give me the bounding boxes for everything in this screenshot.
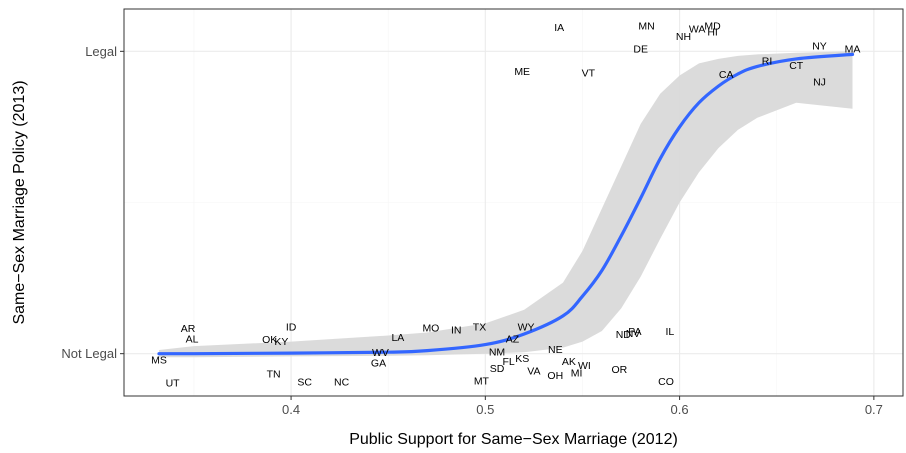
y-axis-title: Same−Sex Marriage Policy (2013) bbox=[11, 80, 28, 324]
state-label-ia: IA bbox=[554, 22, 564, 34]
state-label-mn: MN bbox=[638, 21, 654, 33]
state-label-co: CO bbox=[658, 376, 674, 388]
y-axis-ticks: Not Legal Legal bbox=[61, 44, 124, 361]
state-label-il: IL bbox=[666, 326, 675, 338]
state-label-tx: TX bbox=[473, 322, 486, 334]
state-label-ms: MS bbox=[151, 355, 167, 367]
state-label-ma: MA bbox=[845, 43, 861, 55]
state-label-az: AZ bbox=[506, 334, 520, 346]
state-label-wi: WI bbox=[578, 360, 591, 372]
state-label-me: ME bbox=[514, 66, 530, 78]
state-label-nc: NC bbox=[334, 377, 350, 389]
state-label-mo: MO bbox=[422, 322, 439, 334]
x-tick-label: 0.4 bbox=[282, 402, 300, 417]
state-label-wv: WV bbox=[372, 347, 389, 359]
state-label-ct: CT bbox=[789, 60, 804, 72]
state-label-ca: CA bbox=[719, 69, 734, 81]
state-label-tn: TN bbox=[267, 368, 281, 380]
state-label-mi: MI bbox=[571, 367, 583, 379]
state-label-ne: NE bbox=[548, 344, 563, 356]
state-label-hi: HI bbox=[707, 27, 718, 39]
panel-border bbox=[123, 8, 904, 397]
state-label-md: MD bbox=[704, 21, 721, 33]
state-label-fl: FL bbox=[502, 356, 514, 368]
state-label-al: AL bbox=[186, 334, 199, 346]
state-label-or: OR bbox=[612, 364, 628, 376]
state-label-ga: GA bbox=[371, 358, 386, 370]
x-axis-title: Public Support for Same−Sex Marriage (20… bbox=[349, 431, 678, 448]
state-label-sc: SC bbox=[297, 377, 312, 389]
x-tick-label: 0.5 bbox=[476, 402, 494, 417]
state-label-pa: PA bbox=[628, 326, 641, 338]
y-tick-label: Legal bbox=[85, 44, 117, 59]
state-label-ar: AR bbox=[181, 323, 196, 335]
state-label-ri: RI bbox=[762, 55, 773, 67]
state-label-nh: NH bbox=[676, 31, 691, 43]
confidence-band bbox=[159, 51, 853, 358]
state-label-nj: NJ bbox=[813, 77, 826, 89]
state-label-nd: ND bbox=[616, 329, 632, 341]
x-tick-label: 0.6 bbox=[671, 402, 689, 417]
state-label-de: DE bbox=[633, 43, 648, 55]
state-label-la: LA bbox=[391, 332, 404, 344]
state-label-va: VA bbox=[527, 365, 540, 377]
state-label-ky: KY bbox=[274, 336, 288, 348]
state-label-in: IN bbox=[451, 325, 462, 337]
state-label-wa: WA bbox=[689, 24, 706, 36]
confidence-band-area bbox=[159, 51, 853, 358]
state-label-ok: OK bbox=[262, 334, 277, 346]
state-label-ut: UT bbox=[166, 377, 181, 389]
state-label-id: ID bbox=[286, 322, 297, 334]
state-label-ks: KS bbox=[515, 353, 529, 365]
state-label-nv: NV bbox=[626, 328, 641, 340]
fit-line-path bbox=[157, 52, 855, 356]
grid-lines bbox=[124, 9, 903, 396]
state-label-nm: NM bbox=[489, 346, 505, 358]
state-label-oh: OH bbox=[547, 370, 563, 382]
state-label-sd: SD bbox=[490, 363, 505, 375]
fit-line bbox=[157, 52, 855, 356]
state-label-mt: MT bbox=[474, 375, 490, 387]
x-tick-label: 0.7 bbox=[865, 402, 883, 417]
state-label-wy: WY bbox=[518, 322, 535, 334]
state-label-ak: AK bbox=[562, 356, 576, 368]
y-tick-label: Not Legal bbox=[61, 346, 117, 361]
x-axis-ticks: 0.4 0.5 0.6 0.7 bbox=[282, 396, 883, 417]
state-label-ny: NY bbox=[812, 40, 827, 52]
state-label-vt: VT bbox=[582, 68, 596, 80]
